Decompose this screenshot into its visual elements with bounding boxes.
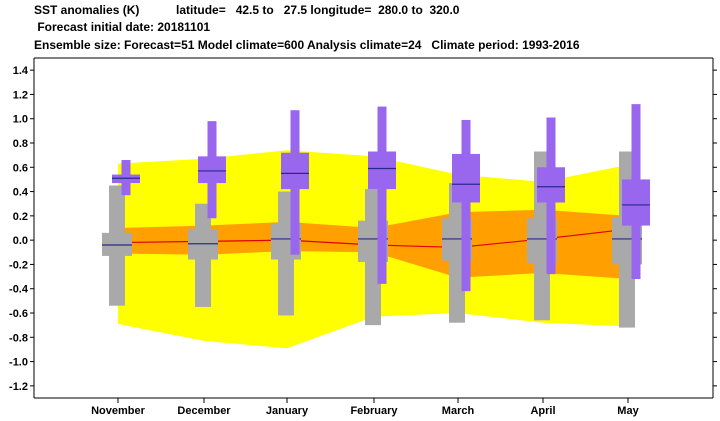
model-climate-november-box [102, 232, 132, 256]
chart-title: SST anomalies (K) latitude= 42.5 to 27.5… [34, 3, 460, 17]
forecast-date: Forecast initial date: 20181101 [34, 20, 211, 34]
y-tick-label: 0.8 [13, 138, 28, 150]
y-tick-label: 0.4 [13, 187, 29, 199]
forecast-november-box [112, 174, 140, 184]
ensemble-info: Ensemble size: Forecast=51 Model climate… [34, 38, 580, 52]
x-tick-label: December [177, 405, 231, 417]
y-tick-label: -0.6 [9, 308, 28, 320]
y-tick-label: -0.8 [9, 332, 28, 344]
y-tick-label: 0.6 [13, 162, 28, 174]
forecast-january-box [281, 152, 309, 190]
forecast-april-box [537, 167, 565, 203]
forecast-march-box [452, 153, 480, 203]
y-tick-label: -0.2 [9, 259, 28, 271]
y-tick-label: -1.0 [9, 357, 28, 369]
forecast-december-box [198, 156, 226, 184]
forecast-march-whisker [461, 119, 471, 292]
model-climate-december-box [188, 229, 218, 260]
box-plots [102, 104, 650, 328]
y-tick-label: 1.0 [13, 114, 28, 126]
y-tick-label: 0.0 [13, 235, 28, 247]
y-tick-label: -0.4 [9, 284, 29, 296]
axes: 1.4 1.2 1.0 0.8 0.6 0.4 0.2 0.0 -0.2 -0.4 -0.6 -0.8… [9, 57, 717, 417]
y-tick-label: -1.2 [9, 381, 28, 393]
x-tick-label: January [266, 405, 309, 417]
x-tick-label: March [442, 405, 475, 417]
y-tick-label: 1.4 [13, 65, 29, 77]
x-tick-label: May [617, 405, 639, 417]
forecast-february-box [368, 151, 396, 190]
y-tick-label: 1.2 [13, 89, 28, 101]
x-tick-label: February [350, 405, 398, 417]
forecast-may-box [622, 179, 650, 226]
x-tick-label: November [91, 405, 146, 417]
y-tick-label: 0.2 [13, 211, 28, 223]
forecast-february-whisker [377, 106, 387, 284]
x-tick-label: April [530, 405, 555, 417]
